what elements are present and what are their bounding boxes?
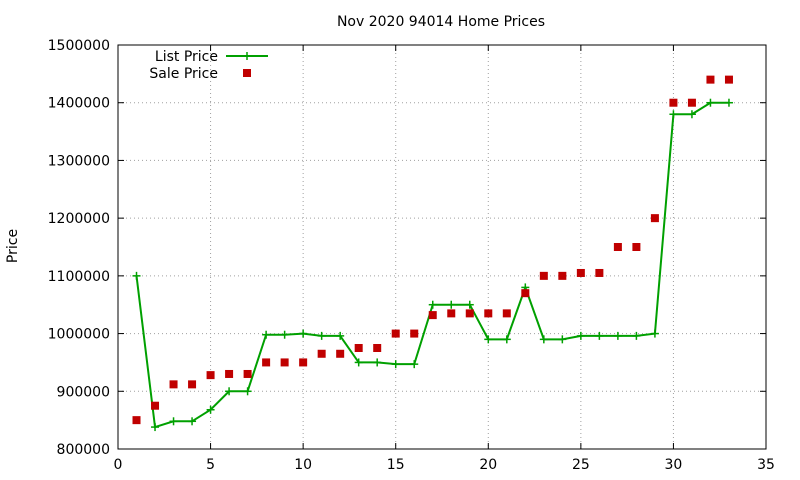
sale-price-point bbox=[539, 271, 548, 280]
sale-price-point bbox=[706, 75, 715, 84]
list-price-point bbox=[650, 329, 659, 338]
list-price-point bbox=[558, 335, 567, 344]
sale-price-point bbox=[206, 371, 215, 380]
y-axis-label: Price bbox=[5, 229, 21, 263]
sale-price-point bbox=[632, 243, 641, 251]
list-price-point bbox=[151, 423, 160, 432]
sale-price-point bbox=[428, 311, 437, 320]
y-tick-label: 1300000 bbox=[48, 153, 110, 169]
y-tick-label: 1400000 bbox=[48, 96, 110, 112]
sale-price-point bbox=[354, 344, 363, 352]
sale-price-point bbox=[225, 369, 234, 378]
list-price-point bbox=[243, 387, 252, 396]
sale-price-point bbox=[502, 309, 511, 318]
sale-price-point bbox=[595, 268, 604, 277]
list-price-point bbox=[447, 300, 456, 309]
list-price-point bbox=[299, 329, 308, 338]
sale-price-point bbox=[243, 369, 252, 378]
sale-price-point bbox=[132, 416, 141, 425]
list-price-point bbox=[576, 331, 585, 340]
list-price-point bbox=[502, 335, 511, 344]
sale-price-point bbox=[262, 358, 271, 367]
legend-marker-sale-price bbox=[243, 69, 251, 77]
sale-price-point bbox=[724, 75, 733, 84]
sale-price-point bbox=[687, 98, 696, 107]
list-price-point bbox=[225, 387, 234, 396]
sale-price-point bbox=[317, 349, 326, 358]
sale-price-point bbox=[576, 268, 585, 277]
x-tick-label: 30 bbox=[665, 457, 683, 473]
list-price-point bbox=[410, 360, 419, 369]
list-price-point bbox=[706, 98, 715, 107]
sale-price-point bbox=[373, 344, 382, 352]
list-price-point bbox=[632, 331, 641, 340]
y-tick-label: 800000 bbox=[57, 442, 110, 458]
sale-price-point bbox=[188, 380, 197, 389]
chart-title: Nov 2020 94014 Home Prices bbox=[337, 14, 545, 30]
sale-price-point bbox=[447, 309, 456, 318]
y-tick-label: 1000000 bbox=[48, 327, 110, 343]
list-price-point bbox=[484, 335, 493, 344]
sale-price-point bbox=[650, 214, 659, 223]
series-list-price bbox=[132, 98, 733, 432]
sale-price-point bbox=[336, 349, 345, 358]
sale-price-point bbox=[299, 358, 308, 367]
list-price-point bbox=[465, 300, 474, 309]
list-price-point bbox=[336, 331, 345, 340]
list-price-point bbox=[724, 98, 733, 107]
x-tick-label: 35 bbox=[757, 457, 775, 473]
sale-price-point bbox=[169, 380, 178, 389]
sale-price-point bbox=[521, 289, 530, 298]
list-price-point bbox=[539, 335, 548, 344]
list-price-point bbox=[428, 300, 437, 309]
list-price-point bbox=[613, 331, 622, 340]
x-tick-label: 20 bbox=[479, 457, 497, 473]
x-tick-label: 10 bbox=[294, 457, 312, 473]
list-price-point bbox=[262, 330, 271, 339]
list-price-point bbox=[669, 110, 678, 119]
list-price-point bbox=[280, 330, 289, 339]
plot-frame bbox=[117, 44, 767, 450]
sale-price-point bbox=[558, 271, 567, 280]
legend-label-sale-price: Sale Price bbox=[149, 66, 218, 82]
y-tick-label: 1500000 bbox=[48, 38, 110, 54]
legend-marker-list-price bbox=[243, 52, 251, 60]
list-price-line bbox=[135, 101, 729, 429]
list-price-point bbox=[317, 331, 326, 340]
sale-price-point bbox=[391, 329, 400, 338]
list-price-point bbox=[132, 271, 141, 280]
sale-price-point bbox=[410, 329, 419, 338]
list-price-point bbox=[188, 417, 197, 426]
y-tick-label: 900000 bbox=[57, 384, 110, 400]
sale-price-point bbox=[465, 309, 474, 318]
sale-price-point bbox=[280, 358, 289, 367]
list-price-point bbox=[354, 358, 363, 367]
series-sale-price bbox=[132, 75, 733, 425]
sale-price-point bbox=[484, 309, 493, 318]
y-tick-label: 1100000 bbox=[48, 269, 110, 285]
x-tick-label: 5 bbox=[206, 457, 215, 473]
y-tick-label: 1200000 bbox=[48, 211, 110, 227]
axes: 0 5 10 15 20 25 30 35 800000 900000 1000000 1100000… bbox=[48, 38, 775, 473]
grid bbox=[118, 45, 766, 449]
list-price-point bbox=[391, 360, 400, 369]
series-layer bbox=[132, 75, 733, 432]
x-tick-label: 0 bbox=[114, 457, 123, 473]
list-price-point bbox=[595, 331, 604, 340]
x-tick-label: 25 bbox=[572, 457, 590, 473]
list-price-point bbox=[169, 417, 178, 426]
sale-price-point bbox=[613, 243, 622, 251]
list-price-point bbox=[206, 405, 215, 414]
sale-price-point bbox=[151, 401, 160, 410]
sale-price-point bbox=[669, 98, 678, 107]
x-tick-label: 15 bbox=[387, 457, 405, 473]
legend-label-list-price: List Price bbox=[155, 49, 218, 65]
list-price-point bbox=[687, 110, 696, 119]
list-price-point bbox=[373, 358, 382, 367]
